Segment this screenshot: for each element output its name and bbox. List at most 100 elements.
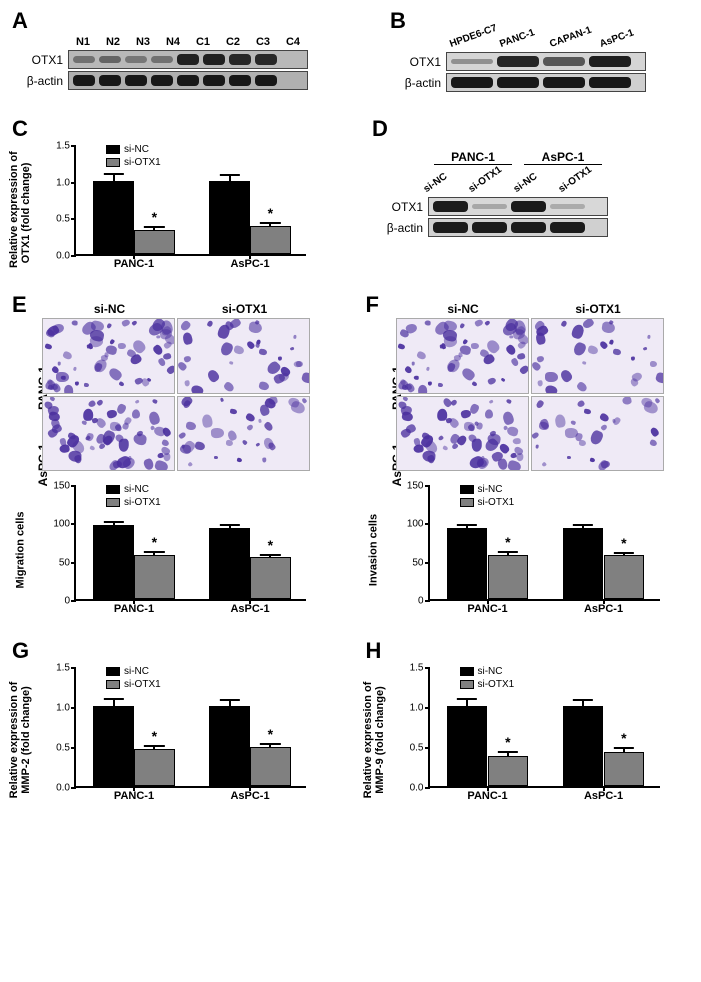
- cell-splotch: [132, 433, 147, 446]
- x-group-label: PANC-1: [467, 790, 507, 802]
- cell-splotch: [56, 372, 69, 383]
- lane-label: N4: [158, 36, 188, 48]
- cell-splotch: [149, 425, 154, 431]
- x-group-label: PANC-1: [114, 603, 154, 615]
- invasion-images-f: si-NCsi-OTX1PANC-1AsPC-1: [396, 318, 666, 473]
- bar: [250, 747, 291, 786]
- bar: [563, 528, 604, 599]
- cell-splotch: [131, 409, 139, 419]
- cell-splotch: [180, 320, 192, 332]
- cell-splotch: [165, 364, 175, 376]
- cell-splotch: [184, 380, 190, 387]
- western-band: [73, 75, 95, 86]
- cell-splotch: [632, 357, 636, 362]
- cell-splotch: [541, 462, 547, 468]
- cell-splotch: [183, 355, 192, 363]
- western-band: [511, 222, 546, 233]
- western-band: [203, 54, 225, 65]
- panel-label-f: F: [366, 292, 690, 318]
- blot-strip: [68, 50, 308, 69]
- chart-g: Relative expression ofMMP-2 (fold change…: [12, 660, 312, 810]
- cell-splotch: [82, 420, 88, 425]
- y-tick-label: 50: [412, 557, 429, 568]
- cell-splotch: [507, 460, 522, 471]
- cell-splotch: [474, 319, 484, 328]
- x-group-label: AsPC-1: [230, 258, 269, 270]
- error-cap: [260, 554, 280, 556]
- bar: [93, 525, 134, 599]
- panel-label-a: A: [12, 8, 372, 34]
- cell-splotch: [248, 321, 263, 334]
- cell-splotch: [425, 321, 431, 326]
- cell-splotch: [536, 399, 545, 409]
- cell-splotch: [64, 384, 74, 393]
- cell-splotch: [437, 434, 444, 441]
- y-tick-label: 1.5: [56, 663, 76, 674]
- error-cap: [498, 551, 518, 553]
- blot-strip: [428, 197, 608, 216]
- cell-splotch: [612, 349, 621, 357]
- cell-splotch: [600, 423, 607, 430]
- y-tick-label: 0: [64, 596, 76, 607]
- panel-g: G Relative expression ofMMP-2 (fold chan…: [12, 638, 336, 823]
- cell-splotch: [485, 409, 493, 419]
- cell-splotch: [582, 360, 587, 365]
- bar: [604, 555, 645, 599]
- cell-splotch: [570, 420, 576, 425]
- cell-splotch: [426, 366, 430, 371]
- y-tick-label: 100: [53, 519, 76, 530]
- western-band: [99, 75, 121, 86]
- image-col-label: si-NC: [447, 302, 478, 316]
- significance-marker: *: [621, 730, 626, 746]
- cell-splotch: [148, 411, 162, 426]
- panel-h: H Relative expression ofMMP-9 (fold chan…: [366, 638, 690, 823]
- western-band: [255, 54, 277, 64]
- panel-d: D PANC-1AsPC-1 si-NCsi-OTX1si-NCsi-OTX1 …: [372, 116, 689, 286]
- cell-splotch: [411, 361, 414, 365]
- cell-splotch: [294, 360, 302, 367]
- y-tick-label: 1.5: [56, 141, 76, 152]
- cell-splotch: [205, 368, 220, 384]
- image-col-label: si-OTX1: [575, 302, 620, 316]
- lane-label: C4: [278, 36, 308, 48]
- cell-splotch: [461, 366, 477, 382]
- western-band: [511, 201, 546, 212]
- plot-area: 050100150PANC-1*AsPC-1*: [428, 486, 660, 601]
- bar: [209, 528, 250, 599]
- bar: [488, 555, 529, 599]
- blot-b-lanes: HPDE6-C7PANC-1CAPAN-1AsPC-1: [452, 28, 689, 50]
- cell-splotch: [194, 441, 206, 451]
- x-group-label: PANC-1: [467, 603, 507, 615]
- cell-splotch: [488, 377, 498, 386]
- western-band: [177, 54, 199, 65]
- cell-splotch: [609, 339, 615, 345]
- significance-marker: *: [268, 205, 273, 221]
- panel-e: E si-NCsi-OTX1PANC-1AsPC-1 Migration cel…: [12, 292, 336, 632]
- cell-splotch: [152, 398, 159, 404]
- cell-splotch: [219, 341, 234, 358]
- blot-d-headers: PANC-1AsPC-1: [428, 150, 689, 165]
- blot-row: OTX1: [12, 50, 372, 69]
- error-cap: [498, 751, 518, 753]
- bar: [488, 756, 529, 786]
- cell-splotch: [471, 381, 478, 387]
- cell-splotch: [135, 399, 140, 404]
- assay-image: [42, 318, 175, 394]
- cell-splotch: [241, 439, 248, 446]
- significance-marker: *: [268, 726, 273, 742]
- cell-splotch: [621, 396, 632, 405]
- cell-splotch: [84, 409, 94, 421]
- cell-splotch: [259, 349, 268, 357]
- y-tick-label: 0.0: [56, 251, 76, 262]
- cell-splotch: [72, 321, 78, 326]
- x-group-label: AsPC-1: [230, 603, 269, 615]
- cell-splotch: [128, 455, 132, 460]
- cell-splotch: [178, 432, 186, 440]
- western-band: [125, 56, 147, 62]
- cell-splotch: [109, 339, 115, 345]
- error-cap: [614, 552, 634, 554]
- cell-splotch: [121, 319, 131, 328]
- cell-splotch: [301, 372, 310, 385]
- lane-label: N3: [128, 36, 158, 48]
- cell-splotch: [535, 445, 539, 449]
